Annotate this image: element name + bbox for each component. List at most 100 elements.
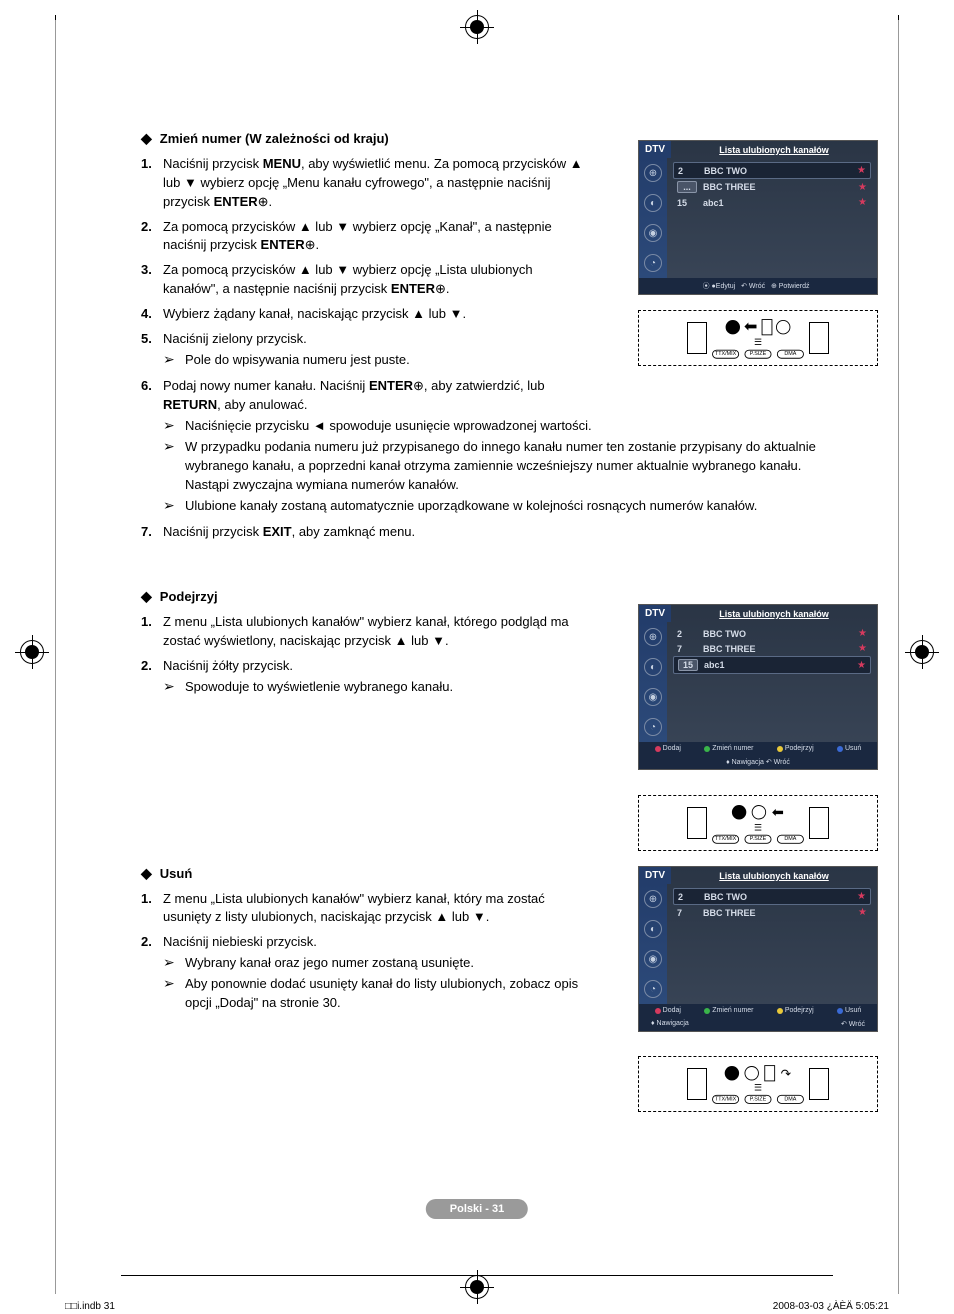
channel-row: ... BBC THREE ★ — [673, 179, 871, 195]
remote-button: TTX/MIX — [712, 350, 739, 359]
tv-footer-nav: ♦ Nawigacja↶ Wróć — [639, 1017, 877, 1031]
favorite-star-icon: ★ — [858, 182, 867, 193]
channel-number: 7 — [677, 908, 697, 918]
page-number-badge: Polski - 31 — [426, 1199, 528, 1219]
remote-diagram-1: ⬅ ☰ TTX/MIX P.SIZE DMA — [638, 310, 878, 366]
tv-panel-title: Lista ulubionych kanałów — [671, 606, 877, 622]
diamond-icon: ◆ — [141, 130, 152, 147]
footer-timestamp: 2008-03-03 ¿ÀÈÄ 5:05:21 — [773, 1301, 889, 1312]
arrow-icon: ➢ — [163, 678, 185, 695]
tv-nav-icon: ◐ — [644, 658, 662, 676]
tv-sidebar: ⊕ ◐ ◉ ◔ — [639, 622, 667, 742]
step-number: 2. — [141, 933, 163, 1014]
tv-footer-nav: ♦ Nawigacja ↶ Wróć — [639, 755, 877, 769]
channel-name: BBC THREE — [703, 182, 858, 192]
section2-title-text: Podejrzyj — [160, 589, 218, 604]
channel-row: 7 BBC THREE ★ — [673, 641, 871, 656]
favorite-star-icon: ★ — [858, 628, 867, 639]
channel-name: abc1 — [704, 660, 857, 670]
tv-footer: DodajZmień numerPodejrzyjUsuń — [639, 1004, 877, 1017]
remote-diagram-3: ↷ ☰ TTX/MIX P.SIZE DMA — [638, 1056, 878, 1112]
channel-number: 2 — [678, 166, 698, 176]
footer-filename: □□i.indb 31 — [65, 1301, 115, 1312]
step-body: Z menu „Lista ulubionych kanałów" wybier… — [163, 613, 581, 651]
tv-nav-icon: ⊕ — [644, 628, 662, 646]
favorite-star-icon: ★ — [858, 907, 867, 918]
section3-title: ◆ Usuń — [141, 865, 581, 882]
channel-list: 2 BBC TWO ★ 7 BBC THREE ★ 15 abc1 ★ — [667, 622, 877, 742]
channel-number: 2 — [677, 629, 697, 639]
channel-name: BBC TWO — [704, 892, 857, 902]
step-body: Z menu „Lista ulubionych kanałów" wybier… — [163, 890, 581, 928]
tv-nav-icon: ◔ — [644, 980, 662, 998]
tv-screenshot-3: DTV Lista ulubionych kanałów ⊕ ◐ ◉ ◔ 2 B… — [638, 866, 878, 1032]
remote-bracket-icon — [687, 807, 707, 839]
channel-row: 2 BBC TWO ★ — [673, 888, 871, 905]
favorite-star-icon: ★ — [858, 197, 867, 208]
remote-button: DMA — [777, 1094, 804, 1103]
step-item: 1.Z menu „Lista ulubionych kanałów" wybi… — [141, 890, 581, 928]
step-number: 1. — [141, 613, 163, 651]
dtv-badge: DTV — [639, 605, 671, 622]
step-item: 6.Podaj nowy numer kanału. Naciśnij ENTE… — [141, 377, 823, 517]
tv-screenshot-2: DTV Lista ulubionych kanałów ⊕ ◐ ◉ ◔ 2 B… — [638, 604, 878, 770]
tv-sidebar: ⊕ ◐ ◉ ◔ — [639, 884, 667, 1004]
tv-nav-icon: ◉ — [644, 688, 662, 706]
remote-diagram-2: ⬅ ☰ TTX/MIX P.SIZE DMA — [638, 795, 878, 851]
tv-nav-icon: ⊕ — [644, 890, 662, 908]
channel-name: BBC TWO — [704, 166, 857, 176]
step-item: 1.Z menu „Lista ulubionych kanałów" wybi… — [141, 613, 581, 651]
step-note: ➢Aby ponownie dodać usunięty kanał do li… — [163, 975, 581, 1013]
section2-steps: 1.Z menu „Lista ulubionych kanałów" wybi… — [141, 613, 581, 698]
tv-panel-title: Lista ulubionych kanałów — [671, 868, 877, 884]
channel-row: 2 BBC TWO ★ — [673, 626, 871, 641]
tv-nav-icon: ◔ — [644, 718, 662, 736]
favorite-star-icon: ★ — [857, 660, 866, 671]
channel-number: 2 — [678, 892, 698, 902]
tv-sidebar: ⊕ ◐ ◉ ◔ — [639, 158, 667, 278]
channel-list: 2 BBC TWO ★ 7 BBC THREE ★ — [667, 884, 877, 1004]
tv-nav-icon: ◐ — [644, 194, 662, 212]
step-item: 2.Naciśnij niebieski przycisk.➢Wybrany k… — [141, 933, 581, 1014]
channel-number: 15 — [677, 198, 697, 208]
step-body: Naciśnij niebieski przycisk.➢Wybrany kan… — [163, 933, 581, 1014]
step-item: 2.Naciśnij żółty przycisk.➢Spowoduje to … — [141, 657, 581, 699]
remote-bracket-icon — [809, 807, 829, 839]
tv-nav-icon: ◔ — [644, 254, 662, 272]
step-number: 2. — [141, 657, 163, 699]
section2-title: ◆ Podejrzyj — [141, 588, 581, 605]
remote-button: P.SIZE — [745, 350, 772, 359]
step-item: 7.Naciśnij przycisk EXIT, aby zamknąć me… — [141, 523, 823, 542]
channel-number: ... — [677, 181, 697, 193]
tv-footer: ⦿ ●Edytuj ↶ Wróć ⊕ Potwierdź — [639, 278, 877, 294]
step-body: Naciśnij żółty przycisk.➢Spowoduje to wy… — [163, 657, 581, 699]
remote-bracket-icon — [809, 1068, 829, 1100]
tv-nav-icon: ◐ — [644, 920, 662, 938]
channel-name: BBC THREE — [703, 644, 858, 654]
remote-button: TTX/MIX — [712, 834, 739, 843]
remote-button: DMA — [777, 350, 804, 359]
diamond-icon: ◆ — [141, 588, 152, 605]
arrow-icon: ➢ — [163, 954, 185, 971]
diamond-icon: ◆ — [141, 865, 152, 882]
tv-panel-title: Lista ulubionych kanałów — [671, 142, 877, 158]
remote-button: DMA — [777, 834, 804, 843]
channel-name: abc1 — [703, 198, 858, 208]
section3-title-text: Usuń — [160, 866, 193, 881]
remote-button: P.SIZE — [745, 834, 772, 843]
channel-name: BBC TWO — [703, 629, 858, 639]
channel-row: 15 abc1 ★ — [673, 195, 871, 210]
remote-bracket-icon — [687, 322, 707, 354]
favorite-star-icon: ★ — [858, 643, 867, 654]
tv-screenshot-1: DTV Lista ulubionych kanałów ⊕ ◐ ◉ ◔ 2 B… — [638, 140, 878, 295]
remote-button: TTX/MIX — [712, 1094, 739, 1103]
channel-list: 2 BBC TWO ★ ... BBC THREE ★ 15 abc1 ★ — [667, 158, 877, 278]
remote-bracket-icon — [687, 1068, 707, 1100]
arrow-icon: ➢ — [163, 975, 185, 992]
dtv-badge: DTV — [639, 141, 671, 158]
channel-row: 15 abc1 ★ — [673, 656, 871, 674]
step-number: 1. — [141, 890, 163, 928]
section1-title-text: Zmień numer (W zależności od kraju) — [160, 131, 389, 146]
favorite-star-icon: ★ — [857, 891, 866, 902]
channel-name: BBC THREE — [703, 908, 858, 918]
